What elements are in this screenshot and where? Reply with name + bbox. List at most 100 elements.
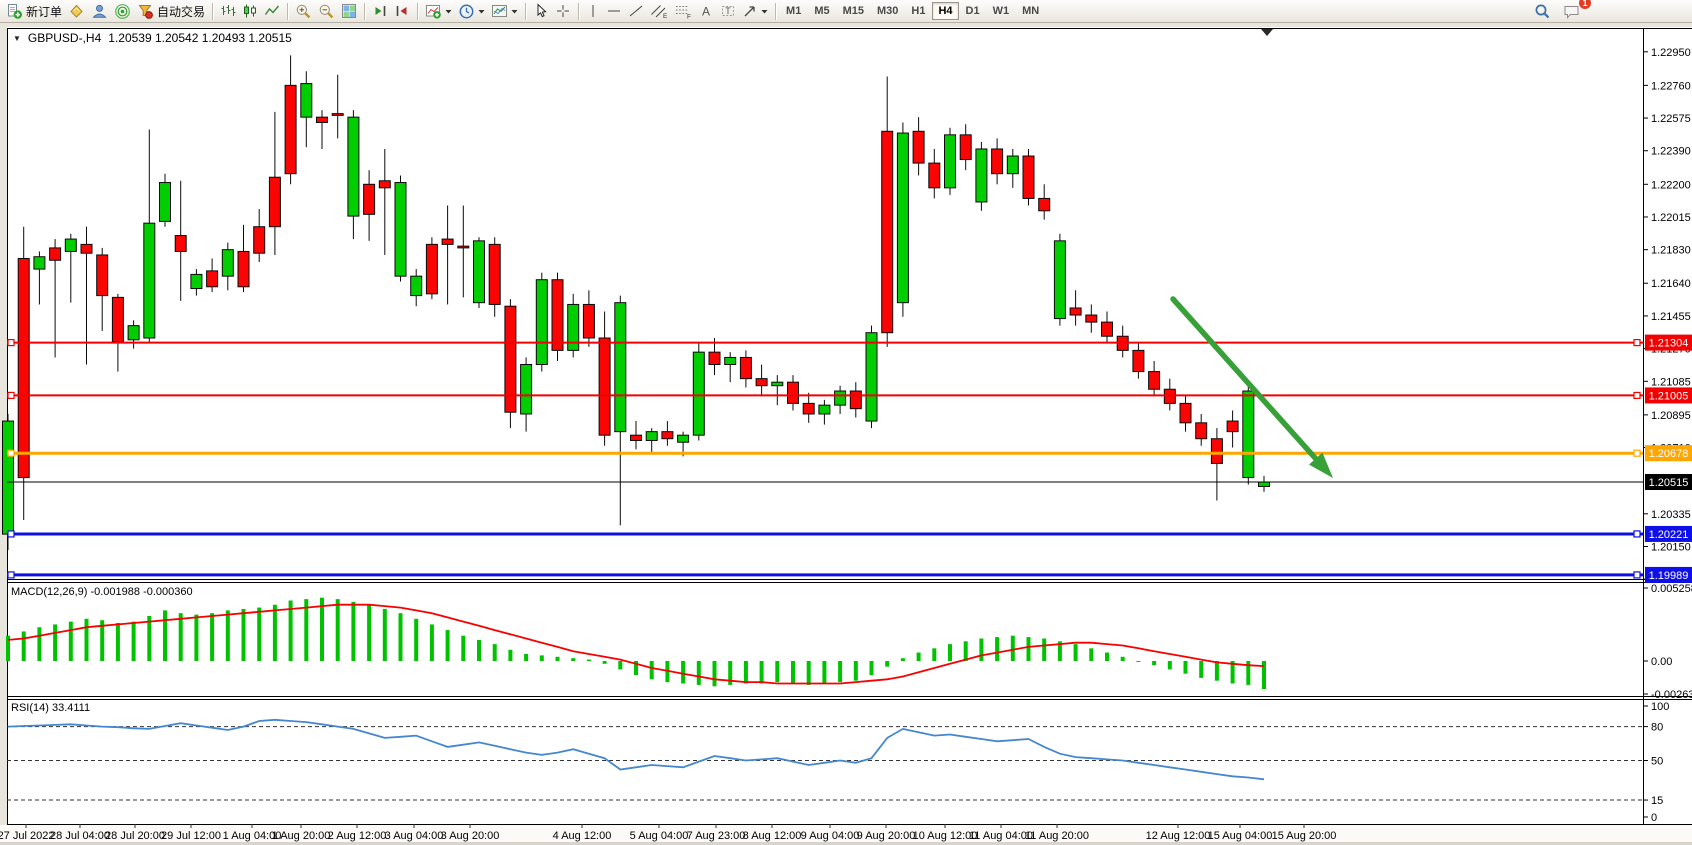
line-handle[interactable] xyxy=(1633,449,1641,457)
new-order-label: 新订单 xyxy=(26,4,63,19)
price-badge: 1.20515 xyxy=(1645,474,1692,490)
line-handle[interactable] xyxy=(7,530,15,538)
trader-button[interactable] xyxy=(88,1,111,21)
cursor-tool-button[interactable] xyxy=(530,1,552,21)
candle xyxy=(614,302,627,433)
macd-bar xyxy=(115,623,120,661)
line-handle[interactable] xyxy=(7,339,15,347)
price-tick-label: 1.22015 xyxy=(1651,212,1691,224)
vertical-line-icon xyxy=(586,3,600,19)
timeframe-M30[interactable]: M30 xyxy=(877,5,899,17)
horizontal-line-tool-button[interactable] xyxy=(603,1,625,21)
zoom-in-button[interactable] xyxy=(292,1,315,21)
candle xyxy=(394,182,407,277)
macd-bar xyxy=(1136,661,1141,662)
shift-marker[interactable] xyxy=(1261,29,1273,36)
search-button[interactable] xyxy=(1531,1,1554,21)
periods-dropdown-icon[interactable] xyxy=(478,3,485,19)
time-tick-label: 2 Aug 12:00 xyxy=(328,830,387,842)
macd-bar xyxy=(539,655,544,661)
horizontal-line-1.20678[interactable] xyxy=(7,449,1643,457)
timeframe-D1[interactable]: D1 xyxy=(965,5,980,17)
horizontal-line-1.20221[interactable] xyxy=(7,530,1643,538)
timeframe-W1[interactable]: W1 xyxy=(992,5,1010,17)
candle xyxy=(221,249,234,277)
line-handle[interactable] xyxy=(1633,391,1641,400)
timeframe-MN[interactable]: MN xyxy=(1022,5,1040,17)
horizontal-line-1.19989[interactable] xyxy=(7,571,1643,579)
line-handle[interactable] xyxy=(7,571,15,579)
macd-bar xyxy=(602,661,607,664)
auto-scroll-button[interactable] xyxy=(391,1,413,21)
candle xyxy=(1101,321,1113,337)
candle xyxy=(284,84,297,175)
text-tool-button[interactable]: A xyxy=(695,1,717,21)
time-tick-label: 29 Jul 12:00 xyxy=(161,830,221,842)
new-order-button[interactable]: 新订单 xyxy=(3,1,65,21)
macd-bar xyxy=(210,613,215,661)
templates-dropdown-icon[interactable] xyxy=(511,3,518,19)
trend-arrow[interactable] xyxy=(1170,296,1333,478)
timeframe-M5[interactable]: M5 xyxy=(814,5,830,17)
timeframe-H4[interactable]: H4 xyxy=(932,2,959,20)
line-handle[interactable] xyxy=(7,449,15,457)
macd-bar xyxy=(728,661,733,685)
line-chart-icon xyxy=(264,3,280,19)
separator xyxy=(525,2,527,20)
candle xyxy=(190,273,203,290)
arrows-tool-button[interactable] xyxy=(739,1,771,21)
zoom-out-button[interactable] xyxy=(315,1,338,21)
candle-chart-mode-button[interactable] xyxy=(239,1,261,21)
line-handle[interactable] xyxy=(1633,339,1641,347)
macd-bar xyxy=(712,661,717,687)
fibonacci-tool-button[interactable]: F xyxy=(671,1,695,21)
timeframe-H1[interactable]: H1 xyxy=(911,5,926,17)
macd-bar xyxy=(1230,661,1235,684)
autotrade-button[interactable]: 自动交易 xyxy=(134,1,208,21)
indicators-button[interactable] xyxy=(422,1,455,21)
separator xyxy=(578,2,580,20)
gold-button[interactable] xyxy=(65,1,88,21)
timeframe-M15[interactable]: M15 xyxy=(842,5,864,17)
macd-panel: 0.005258 0.00 -0.002636 xyxy=(6,583,1692,701)
trendline-tool-button[interactable] xyxy=(625,1,647,21)
signal-button[interactable] xyxy=(111,1,134,21)
timeframe-M1[interactable]: M1 xyxy=(786,5,802,17)
channel-tool-button[interactable]: E xyxy=(647,1,671,21)
chart-shift-button[interactable] xyxy=(369,1,391,21)
vertical-line-tool-button[interactable] xyxy=(583,1,603,21)
horizontal-line-1.21304[interactable] xyxy=(7,339,1643,347)
line-chart-mode-button[interactable] xyxy=(261,1,283,21)
tile-windows-button[interactable] xyxy=(338,1,360,21)
autotrade-icon xyxy=(137,3,154,20)
line-handle[interactable] xyxy=(1633,571,1641,579)
toolbar-right-group: 1 xyxy=(1531,0,1591,21)
line-handle[interactable] xyxy=(1633,530,1641,538)
indicators-dropdown-icon[interactable] xyxy=(445,3,452,19)
candle xyxy=(1038,197,1051,212)
line-handle[interactable] xyxy=(7,391,15,400)
macd-bar xyxy=(759,661,764,684)
arrows-dropdown-icon[interactable] xyxy=(761,3,768,19)
candle xyxy=(708,351,721,366)
candle xyxy=(975,148,988,203)
templates-button[interactable] xyxy=(488,1,521,21)
horizontal-line-1.21005[interactable] xyxy=(7,391,1643,400)
macd-bar xyxy=(1262,661,1266,690)
bar-chart-mode-button[interactable] xyxy=(217,1,239,21)
candle xyxy=(645,431,658,441)
macd-bar xyxy=(1167,661,1172,670)
price-tick-label: 1.20895 xyxy=(1651,410,1691,422)
macd-bar xyxy=(900,658,905,661)
candle xyxy=(1132,349,1145,373)
text-label-tool-button[interactable]: T xyxy=(717,1,739,21)
macd-bar xyxy=(979,638,984,661)
periods-button[interactable] xyxy=(455,1,488,21)
macd-bar xyxy=(429,624,434,661)
chat-button[interactable]: 1 xyxy=(1560,0,1591,21)
price-tick-label: 1.22760 xyxy=(1651,80,1691,92)
price-tick-label: 1.22950 xyxy=(1651,47,1691,59)
crosshair-tool-button[interactable] xyxy=(552,1,574,21)
chart-canvas[interactable]: 1.22950 1.22760 1.22575 1.22390 1.22200 1.220… xyxy=(0,23,1692,845)
symbol-dropdown-icon[interactable]: ▼ xyxy=(13,33,21,43)
